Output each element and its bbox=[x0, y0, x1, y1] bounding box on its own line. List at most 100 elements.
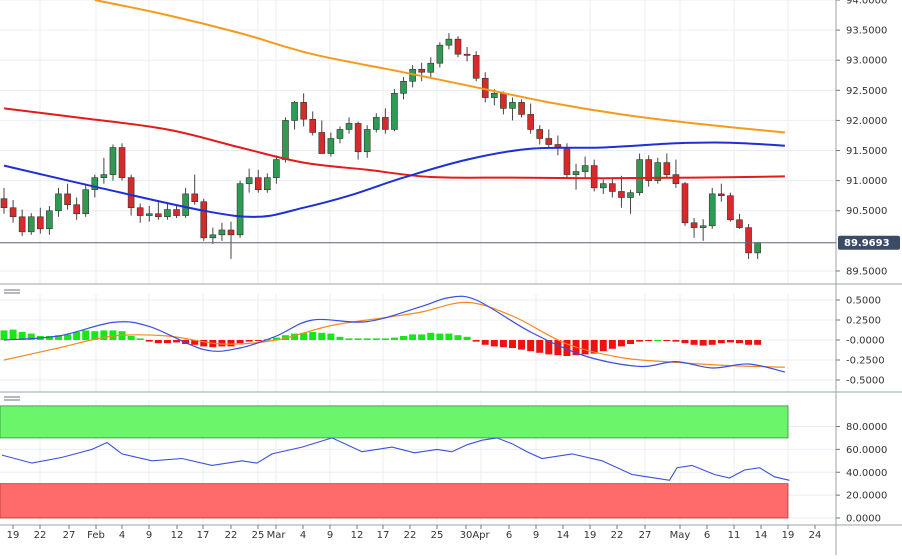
price-tick-label: 91.5000 bbox=[846, 146, 887, 157]
rsi-lines bbox=[1, 437, 790, 481]
candle-body bbox=[372, 117, 380, 130]
candle-body bbox=[300, 102, 307, 120]
x-tick-label: Apr bbox=[472, 530, 490, 541]
macd-histogram-bar bbox=[545, 340, 553, 355]
macd-histogram-bar bbox=[291, 333, 299, 340]
macd-histogram-bar bbox=[672, 340, 680, 342]
candle-body bbox=[109, 147, 117, 175]
macd-histogram-bar bbox=[690, 340, 698, 345]
rsi-zones bbox=[0, 405, 789, 519]
price-tick-label: 92.0000 bbox=[846, 116, 887, 127]
macd-signal-line bbox=[3, 301, 785, 368]
x-tick-label: 9 bbox=[146, 530, 152, 541]
candle-body bbox=[136, 207, 144, 216]
macd-histogram-bar bbox=[64, 334, 72, 340]
macd-histogram-bar bbox=[73, 332, 81, 340]
candle-body bbox=[118, 147, 126, 178]
macd-lines bbox=[3, 295, 786, 373]
macd-histogram-bar bbox=[309, 332, 317, 340]
price-tick-label: 93.0000 bbox=[846, 56, 887, 67]
macd-histogram-bar bbox=[409, 334, 417, 340]
candle-body bbox=[754, 242, 761, 254]
x-tick-label: 12 bbox=[351, 530, 364, 541]
candle-body bbox=[318, 132, 326, 154]
macd-histogram-bar bbox=[327, 333, 335, 340]
candle-body bbox=[391, 93, 398, 130]
macd-histogram-bar bbox=[508, 340, 516, 348]
macd-histogram-bar bbox=[245, 340, 253, 342]
macd-tick-label: -0.5000 bbox=[846, 376, 885, 387]
macd-histogram-bar bbox=[127, 336, 135, 340]
candle-body bbox=[681, 183, 689, 224]
candle-body bbox=[164, 209, 171, 218]
x-tick-label: 6 bbox=[704, 530, 710, 541]
panel-collapse-handle-macd[interactable] bbox=[4, 289, 20, 294]
candle-body bbox=[254, 177, 262, 190]
x-tick-label: Mar bbox=[267, 530, 287, 541]
last-price-marker: 89.9693 bbox=[0, 235, 900, 250]
rsi-line bbox=[1, 437, 790, 481]
candle-body bbox=[155, 213, 162, 218]
macd-histogram-bar bbox=[654, 340, 662, 341]
macd-histogram-bar bbox=[154, 340, 162, 344]
macd-histogram-bar bbox=[681, 340, 689, 344]
macd-histogram-bar bbox=[735, 340, 743, 344]
macd-histogram-bar bbox=[336, 336, 344, 340]
candle-body bbox=[572, 171, 580, 175]
candle-body bbox=[463, 53, 471, 56]
candle-body bbox=[55, 193, 62, 212]
panel-collapse-handle-rsi[interactable] bbox=[4, 396, 20, 401]
candle-body bbox=[345, 123, 353, 130]
macd-histogram-bar bbox=[109, 330, 117, 340]
macd-histogram-bar bbox=[191, 340, 199, 345]
macd-histogram-bar bbox=[9, 329, 17, 340]
candle-body bbox=[273, 159, 280, 178]
macd-histogram-bar bbox=[499, 340, 507, 348]
x-tick-label: 4 bbox=[119, 530, 125, 541]
price-tick-label: 92.5000 bbox=[846, 86, 887, 97]
candle-body bbox=[708, 193, 716, 227]
candle-body bbox=[9, 207, 17, 218]
candle-body bbox=[264, 177, 271, 190]
x-tick-label: 14 bbox=[557, 530, 570, 541]
macd-histogram-bar bbox=[463, 336, 471, 340]
candle-body bbox=[363, 129, 371, 153]
macd-tick-label: 0.5000 bbox=[846, 296, 881, 307]
macd-histogram bbox=[0, 329, 762, 356]
candle-body bbox=[291, 102, 298, 121]
macd-histogram-bar bbox=[481, 340, 489, 345]
sma-fast-line bbox=[3, 141, 785, 218]
candle-body bbox=[745, 227, 752, 254]
macd-tick-label: -0.2500 bbox=[846, 356, 885, 367]
macd-histogram-bar bbox=[436, 333, 444, 340]
macd-histogram-bar bbox=[91, 331, 99, 340]
candle-body bbox=[37, 216, 44, 230]
sma-slow-line bbox=[94, 0, 785, 134]
candle-body bbox=[518, 102, 525, 115]
macd-histogram-bar bbox=[45, 336, 53, 340]
macd-histogram-bar bbox=[590, 340, 598, 354]
candle-body bbox=[209, 234, 217, 239]
candle-body bbox=[218, 229, 226, 236]
x-tick-label: May bbox=[670, 530, 691, 541]
price-candles bbox=[0, 33, 761, 259]
price-tick-label: 90.5000 bbox=[846, 206, 887, 217]
x-tick-label: 19 bbox=[7, 530, 20, 541]
candle-body bbox=[400, 80, 407, 94]
price-tick-label: 89.5000 bbox=[846, 266, 887, 277]
sma-mid-line bbox=[3, 107, 785, 180]
macd-histogram-bar bbox=[18, 332, 26, 340]
last-price-box bbox=[838, 235, 900, 250]
macd-histogram-bar bbox=[227, 340, 235, 347]
x-tick-label: Feb bbox=[87, 530, 105, 541]
candle-body bbox=[127, 177, 135, 209]
macd-histogram-bar bbox=[490, 340, 498, 347]
rsi-tick-label: 80.0000 bbox=[846, 422, 887, 433]
x-tick-label: 9 bbox=[327, 530, 333, 541]
macd-histogram-bar bbox=[717, 340, 725, 344]
candle-body bbox=[236, 183, 244, 236]
candle-body bbox=[191, 193, 198, 203]
macd-histogram-bar bbox=[563, 340, 571, 356]
